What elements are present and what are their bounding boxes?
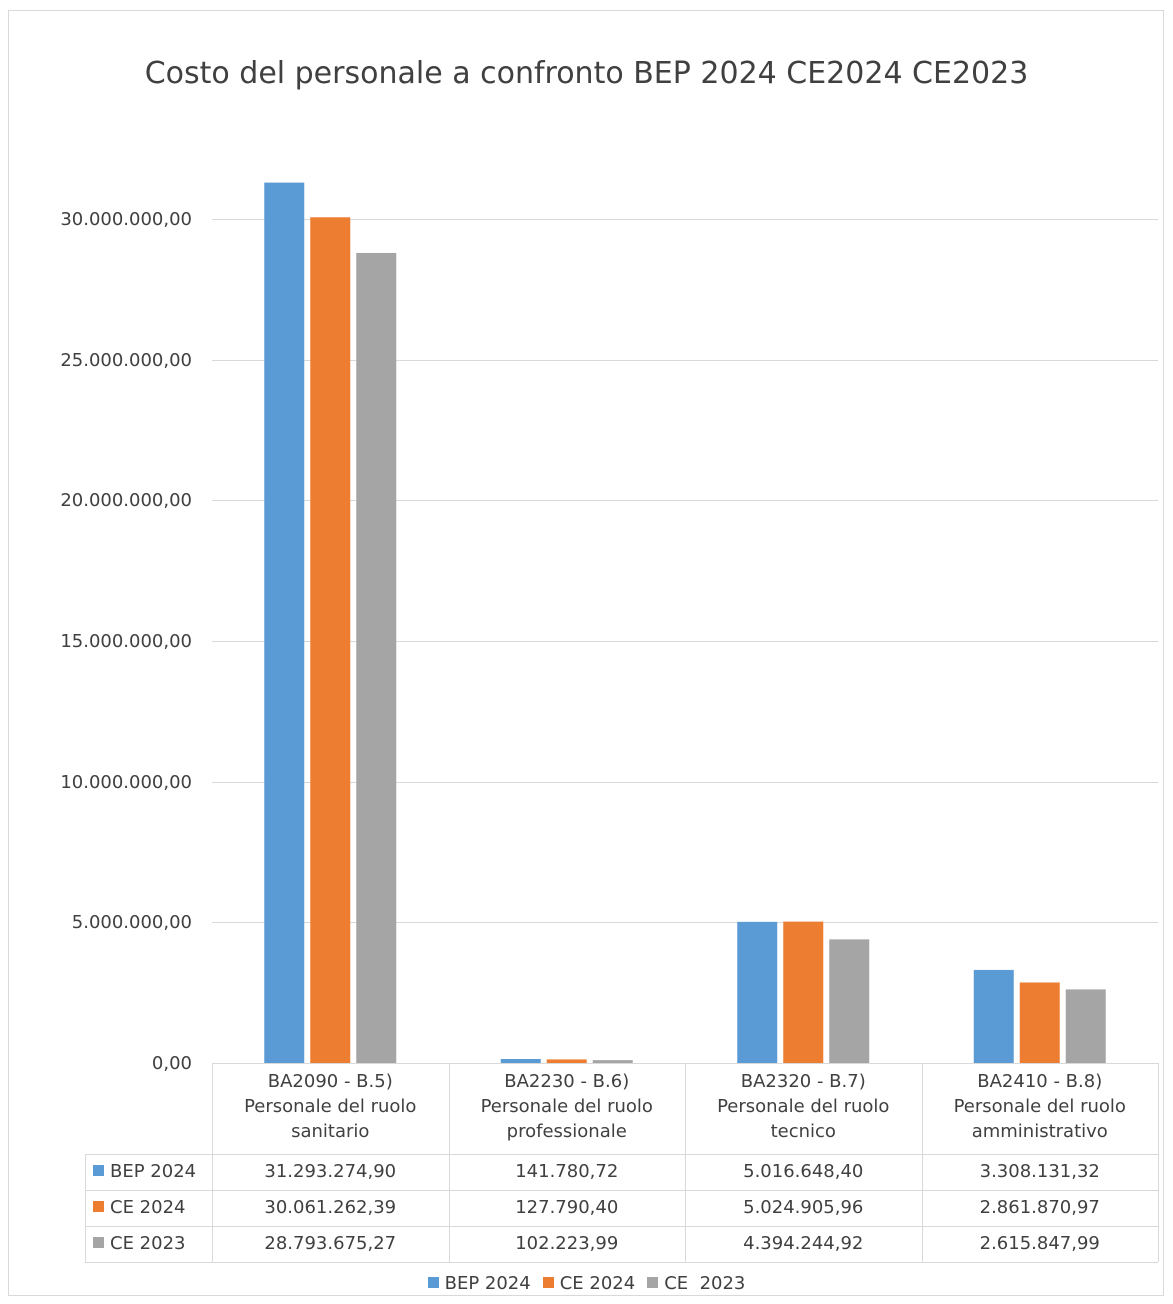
legend-item: CE 2023 <box>647 1273 745 1294</box>
category-label-line: Personale del ruolo <box>953 1096 1126 1117</box>
bar <box>737 921 778 1063</box>
category-label-line: Personale del ruolo <box>717 1096 890 1117</box>
chart-frame <box>8 10 1164 1296</box>
category-label-line: professionale <box>506 1121 627 1142</box>
category-label: BA2410 - B.8) Personale del ruolo amminist… <box>922 1069 1159 1144</box>
series-name: CE 2023 <box>110 1233 186 1254</box>
y-tick-label: 10.000.000,00 <box>60 771 192 793</box>
category-label: BA2230 - B.6) Personale del ruolo professi… <box>449 1069 686 1144</box>
category-label-line: BA2320 - B.7) <box>740 1071 866 1092</box>
bar <box>783 921 824 1063</box>
bar <box>973 969 1014 1063</box>
table-row-label: BEP 2024 <box>93 1161 196 1183</box>
category-label: BA2320 - B.7) Personale del ruolo tecnico <box>685 1069 922 1144</box>
chart-title: Costo del personale a confronto BEP 2024… <box>144 56 1029 91</box>
bar <box>310 217 351 1063</box>
table-cell: 5.024.905,96 <box>743 1197 864 1218</box>
table-cell: 4.394.244,92 <box>743 1233 864 1254</box>
bar <box>264 182 305 1064</box>
table-row-label: CE 2023 <box>93 1233 185 1255</box>
table-cell: 30.061.262,39 <box>264 1197 397 1218</box>
y-tick-label: 25.000.000,00 <box>60 349 192 371</box>
series-name: BEP 2024 <box>110 1161 197 1182</box>
legend-swatch <box>542 1277 554 1288</box>
y-tick-label: 15.000.000,00 <box>60 630 192 652</box>
table-cell: 2.615.847,99 <box>979 1233 1100 1254</box>
legend-label: BEP 2024 <box>444 1273 531 1294</box>
bar <box>546 1059 587 1063</box>
legend-item: CE 2024 <box>542 1273 636 1294</box>
series-name: CE 2024 <box>110 1197 186 1218</box>
category-label-line: tecnico <box>770 1121 836 1142</box>
table-cell: 141.780,72 <box>515 1161 619 1182</box>
table-cell: 31.293.274,90 <box>264 1161 397 1182</box>
table-cell: 28.793.675,27 <box>264 1233 397 1254</box>
table-row-label: CE 2024 <box>93 1197 185 1219</box>
y-tick-label: 30.000.000,00 <box>60 208 192 230</box>
category-label: BA2090 - B.5) Personale del ruolo sanitari… <box>212 1069 449 1144</box>
table-cell: 2.861.870,97 <box>979 1197 1100 1218</box>
bar <box>829 939 870 1063</box>
legend-swatch <box>93 1165 104 1176</box>
legend-swatch <box>93 1237 104 1248</box>
table-cell: 5.016.648,40 <box>743 1161 864 1182</box>
legend-item: BEP 2024 <box>427 1273 531 1294</box>
category-label-line: Personale del ruolo <box>244 1096 417 1117</box>
table-cell: 102.223,99 <box>515 1233 619 1254</box>
legend-swatch <box>647 1277 659 1288</box>
bar <box>592 1060 633 1063</box>
table-cell: 3.308.131,32 <box>979 1161 1100 1182</box>
category-label-line: BA2410 - B.8) <box>977 1071 1103 1092</box>
legend: BEP 2024 CE 2024 CE 2023 <box>0 1273 1173 1294</box>
legend-swatch <box>93 1201 104 1212</box>
table-cell: 127.790,40 <box>515 1197 619 1218</box>
category-label-line: BA2090 - B.5) <box>267 1071 393 1092</box>
category-label-line: amministrativo <box>971 1121 1108 1142</box>
bar <box>1019 982 1060 1063</box>
bar <box>356 252 397 1064</box>
bar <box>500 1059 541 1063</box>
legend-label: CE 2024 <box>559 1273 636 1294</box>
y-tick-label: 5.000.000,00 <box>71 911 192 933</box>
y-tick-label: 20.000.000,00 <box>60 489 192 511</box>
category-label-line: Personale del ruolo <box>480 1096 653 1117</box>
legend-swatch <box>427 1277 439 1288</box>
category-label-line: BA2230 - B.6) <box>504 1071 630 1092</box>
bar <box>1065 989 1106 1063</box>
legend-label: CE 2023 <box>664 1273 746 1294</box>
category-label-line: sanitario <box>291 1121 370 1142</box>
y-tick-label: 0,00 <box>151 1052 192 1074</box>
